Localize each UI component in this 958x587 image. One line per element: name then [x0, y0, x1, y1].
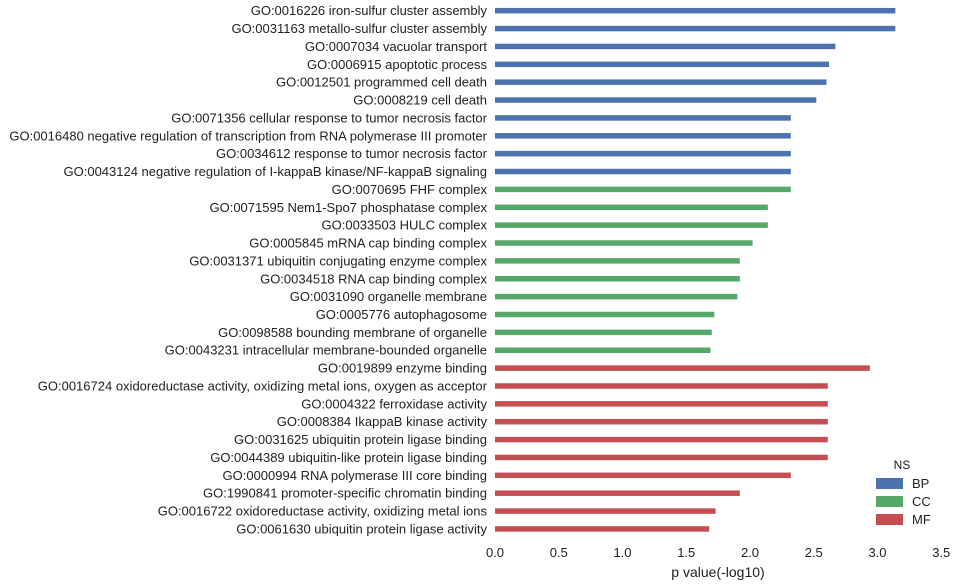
category-label: GO:0016722 oxidoreductase activity, oxid…	[158, 504, 488, 519]
bar	[495, 204, 768, 211]
legend-label-cc: CC	[912, 494, 931, 509]
bar	[495, 454, 828, 461]
x-axis-ticks: 0.0 0.5 1.0 1.5 2.0 2.5 3.0 3.5	[486, 545, 950, 560]
x-tick-label: 2.5	[805, 545, 823, 560]
category-label: GO:0012501 programmed cell death	[276, 75, 487, 90]
category-label: GO:0033503 HULC complex	[322, 218, 488, 233]
category-label: GO:0006915 apoptotic process	[307, 57, 487, 72]
x-tick-label: 0.5	[550, 545, 568, 560]
legend-label-bp: BP	[912, 476, 929, 491]
category-label: GO:0016226 iron-sulfur cluster assembly	[251, 3, 488, 18]
x-tick-label: 3.0	[868, 545, 886, 560]
bar	[495, 222, 768, 228]
category-label: GO:0031371 ubiquitin conjugating enzyme …	[189, 253, 487, 268]
category-label: GO:0034518 RNA cap binding complex	[260, 271, 487, 286]
bar	[495, 472, 791, 479]
category-label: GO:0071356 cellular response to tumor ne…	[171, 110, 487, 125]
category-label: GO:0043124 negative regulation of I-kapp…	[64, 164, 488, 179]
legend-label-mf: MF	[912, 512, 931, 527]
bar	[495, 240, 753, 246]
bar	[495, 526, 710, 532]
bar	[495, 25, 896, 32]
bar	[495, 293, 738, 300]
x-tick-label: 3.5	[932, 545, 950, 560]
bar	[495, 365, 870, 371]
category-label: GO:0016724 oxidoreductase activity, oxid…	[38, 378, 488, 393]
bar	[495, 150, 791, 157]
category-label: GO:0031163 metallo-sulfur cluster assemb…	[231, 21, 487, 36]
bar	[495, 311, 715, 318]
legend: NS BP CC MF	[876, 458, 931, 527]
legend-swatch-cc	[876, 496, 903, 507]
bars-group	[495, 7, 896, 532]
bar	[495, 97, 817, 103]
category-label: GO:0061630 ubiquitin protein ligase acti…	[236, 521, 487, 536]
x-axis-title: p value(-log10)	[671, 564, 764, 580]
category-label: GO:0070695 FHF complex	[332, 182, 488, 197]
category-label: GO:0007034 vacuolar transport	[305, 39, 487, 54]
bar	[495, 115, 791, 121]
bar	[495, 347, 711, 353]
category-label: GO:0034612 response to tumor necrosis fa…	[216, 146, 488, 161]
category-label: GO:0008219 cell death	[353, 93, 487, 108]
bar	[495, 490, 740, 496]
bar	[495, 79, 827, 85]
category-label: GO:0005776 autophagosome	[316, 307, 487, 322]
x-tick-label: 1.5	[677, 545, 695, 560]
legend-title: NS	[894, 458, 911, 472]
bar	[495, 418, 828, 425]
category-label: GO:0098588 bounding membrane of organell…	[218, 325, 487, 340]
bar	[495, 7, 896, 14]
category-label: GO:0000994 RNA polymerase III core bindi…	[223, 468, 487, 483]
category-labels: GO:0016226 iron-sulfur cluster assembly G…	[9, 3, 487, 536]
category-label: GO:0008384 IkappaB kinase activity	[277, 414, 488, 429]
bar	[495, 43, 836, 50]
bar	[495, 436, 828, 443]
category-label: GO:0031090 organelle membrane	[290, 289, 487, 304]
bar	[495, 186, 791, 193]
category-label: GO:0004322 ferroxidase activity	[301, 396, 487, 411]
legend-swatch-mf	[876, 514, 903, 525]
category-label: GO:0016480 negative regulation of transc…	[9, 128, 487, 143]
legend-swatch-bp	[876, 478, 903, 489]
category-label: GO:0044389 ubiquitin-like protein ligase…	[210, 450, 487, 465]
category-label: GO:1990841 promoter-specific chromatin b…	[203, 486, 487, 501]
bar	[495, 508, 716, 514]
category-label: GO:0005845 mRNA cap binding complex	[249, 236, 487, 251]
x-tick-label: 1.0	[613, 545, 631, 560]
bar	[495, 329, 712, 336]
bar	[495, 133, 791, 139]
x-tick-label: 0.0	[486, 545, 504, 560]
category-label: GO:0019899 enzyme binding	[318, 361, 487, 376]
category-label: GO:0031625 ubiquitin protein ligase bind…	[234, 432, 487, 447]
x-tick-label: 2.0	[741, 545, 759, 560]
bar	[495, 258, 740, 264]
bar	[495, 383, 828, 389]
bar	[495, 276, 740, 282]
category-label: GO:0043231 intracellular membrane-bounde…	[165, 343, 487, 358]
bar	[495, 168, 791, 175]
bar	[495, 61, 830, 68]
category-label: GO:0071595 Nem1-Spo7 phosphatase complex	[209, 200, 487, 215]
bar	[495, 401, 828, 407]
